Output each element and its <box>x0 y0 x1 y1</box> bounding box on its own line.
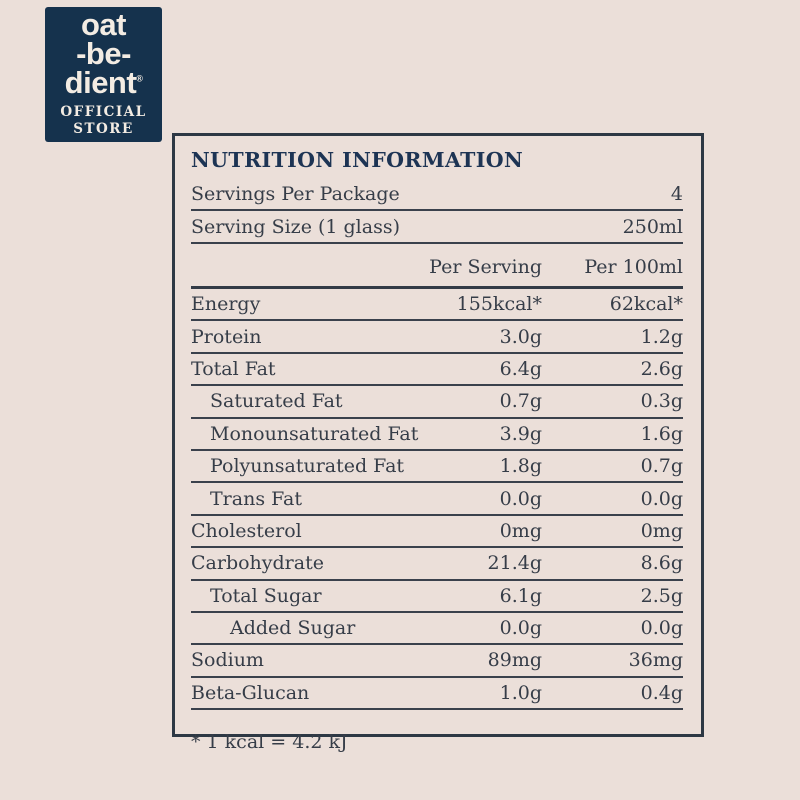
logo-word-oat: oat <box>81 6 127 42</box>
row-value-per-100ml: 1.2g <box>640 325 683 348</box>
table-row-cholesterol: Cholesterol 0mg 0mg <box>191 516 683 549</box>
row-label: Beta-Glucan <box>191 681 310 704</box>
row-label: Cholesterol <box>191 519 302 542</box>
table-row-added-sugar: Added Sugar 0.0g 0.0g <box>191 613 683 646</box>
row-label: Saturated Fat <box>210 390 343 413</box>
row-value-per-serving: 0.0g <box>499 487 542 510</box>
row-label: Total Fat <box>191 357 276 380</box>
table-row-beta-glucan: Beta-Glucan 1.0g 0.4g <box>191 678 683 711</box>
row-value-per-serving: 3.9g <box>499 422 542 445</box>
row-value-per-100ml: 8.6g <box>640 552 683 575</box>
table-row-total-sugar: Total Sugar 6.1g 2.5g <box>191 581 683 613</box>
column-header-per-serving: Per Serving <box>429 256 542 278</box>
row-label: Trans Fat <box>210 487 302 510</box>
row-value-per-100ml: 0.0g <box>640 487 683 510</box>
row-value-per-serving: 89mg <box>487 649 542 672</box>
logo-subline-official: OFFICIAL <box>60 104 147 121</box>
row-value-per-100ml: 0.7g <box>640 455 683 478</box>
row-label: Protein <box>191 325 262 348</box>
row-value-per-serving: 155kcal* <box>456 293 542 316</box>
brand-logo: oat -be- dient® OFFICIAL STORE <box>45 7 162 142</box>
meta-label: Serving Size (1 glass) <box>191 215 400 238</box>
table-row-energy: Energy 155kcal* 62kcal* <box>191 289 683 322</box>
row-value-per-serving: 1.8g <box>499 455 542 478</box>
row-value-per-serving: 6.1g <box>499 584 542 607</box>
row-label: Sodium <box>191 649 264 672</box>
row-label: Carbohydrate <box>191 552 324 575</box>
table-row-polyunsaturated-fat: Polyunsaturated Fat 1.8g 0.7g <box>191 451 683 484</box>
row-label: Added Sugar <box>230 617 356 640</box>
meta-row-serving-size: Serving Size (1 glass) 250ml <box>191 211 683 244</box>
table-row-carbohydrate: Carbohydrate 21.4g 8.6g <box>191 548 683 581</box>
row-label: Polyunsaturated Fat <box>210 455 405 478</box>
row-label: Monounsaturated Fat <box>210 422 419 445</box>
row-value-per-serving: 6.4g <box>499 357 542 380</box>
logo-subline-store: STORE <box>73 121 134 138</box>
row-value-per-100ml: 0.4g <box>640 681 683 704</box>
kcal-footnote: * 1 kcal = 4.2 kJ <box>191 731 348 754</box>
row-value-per-100ml: 62kcal* <box>609 293 683 316</box>
row-value-per-serving: 3.0g <box>499 325 542 348</box>
logo-word-be: -be- <box>76 35 131 71</box>
registered-trademark-icon: ® <box>136 73 143 84</box>
table-row-total-fat: Total Fat 6.4g 2.6g <box>191 354 683 387</box>
logo-word-dient: dient® <box>65 67 143 98</box>
meta-value: 250ml <box>622 215 683 238</box>
meta-label: Servings Per Package <box>191 182 400 205</box>
column-header-per-100ml: Per 100ml <box>584 256 683 278</box>
row-label: Energy <box>191 293 261 316</box>
row-value-per-serving: 21.4g <box>487 552 542 575</box>
row-value-per-100ml: 0mg <box>640 519 683 542</box>
table-row-monounsaturated-fat: Monounsaturated Fat 3.9g 1.6g <box>191 419 683 451</box>
table-row-protein: Protein 3.0g 1.2g <box>191 321 683 354</box>
row-value-per-100ml: 1.6g <box>640 422 683 445</box>
row-label: Total Sugar <box>210 584 322 607</box>
row-value-per-serving: 0.7g <box>499 390 542 413</box>
panel-title: NUTRITION INFORMATION <box>191 148 524 172</box>
row-value-per-100ml: 36mg <box>628 649 683 672</box>
row-value-per-serving: 1.0g <box>499 681 542 704</box>
column-header-row: Per Serving Per 100ml <box>191 244 683 289</box>
logo-word-dient-text: dient <box>64 64 137 100</box>
meta-row-servings-per-package: Servings Per Package 4 <box>191 178 683 211</box>
nutrition-panel: NUTRITION INFORMATION Servings Per Packa… <box>172 133 704 753</box>
row-value-per-serving: 0mg <box>499 519 542 542</box>
row-value-per-100ml: 2.5g <box>640 584 683 607</box>
table-row-sodium: Sodium 89mg 36mg <box>191 645 683 678</box>
table-row-saturated-fat: Saturated Fat 0.7g 0.3g <box>191 386 683 419</box>
meta-value: 4 <box>670 182 683 205</box>
row-value-per-100ml: 0.3g <box>640 390 683 413</box>
table-row-trans-fat: Trans Fat 0.0g 0.0g <box>191 483 683 516</box>
row-value-per-100ml: 2.6g <box>640 357 683 380</box>
row-value-per-100ml: 0.0g <box>640 617 683 640</box>
row-value-per-serving: 0.0g <box>499 617 542 640</box>
